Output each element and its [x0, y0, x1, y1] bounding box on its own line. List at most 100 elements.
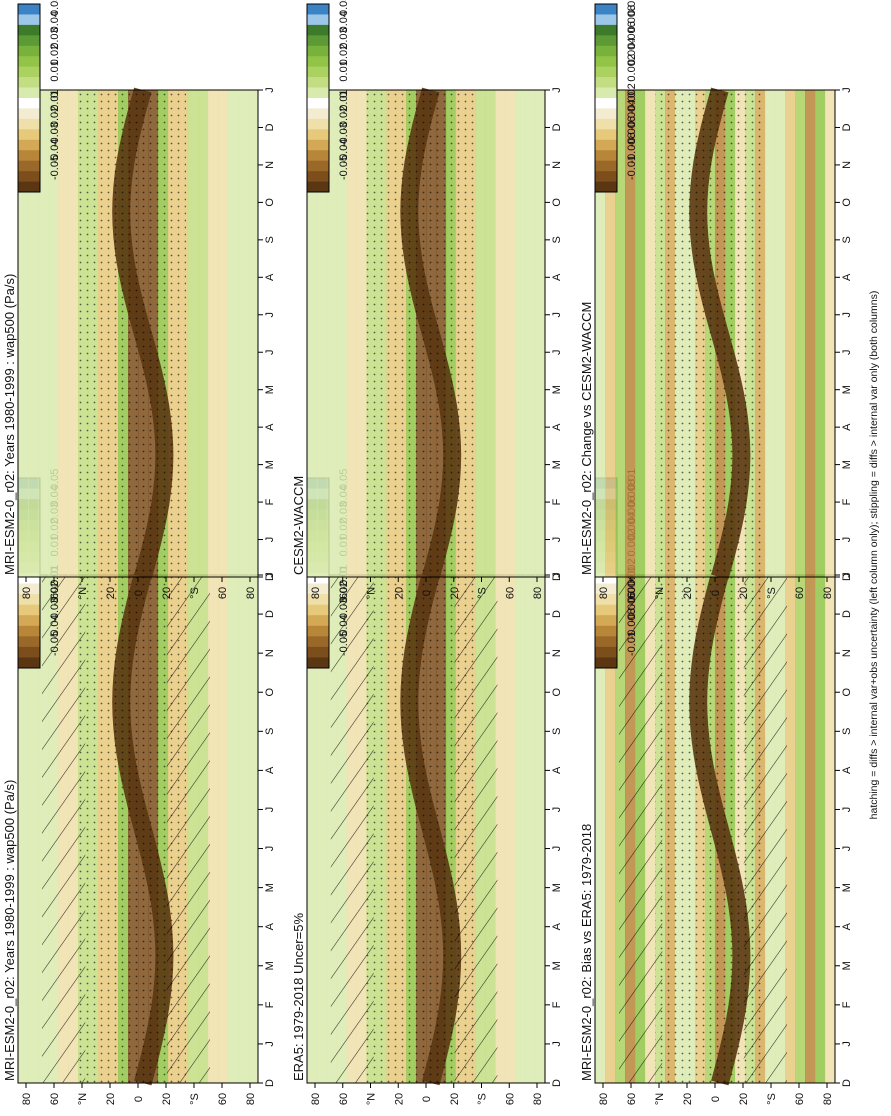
colorbar-cell	[18, 87, 40, 99]
heatmap-band	[218, 90, 229, 577]
lat-tick-label: 80	[310, 587, 322, 599]
month-tick-label: N	[841, 161, 853, 169]
month-tick-label: J	[264, 312, 276, 318]
heatmap-band	[535, 575, 546, 1083]
colorbar-cell	[18, 139, 40, 151]
heatmap-band	[515, 575, 526, 1083]
heatmap-band	[525, 90, 536, 577]
colorbar-tick-label: 0	[338, 92, 350, 98]
heatmap-band	[605, 575, 616, 1083]
colorbar-cell	[18, 24, 40, 36]
colorbar-cell	[595, 87, 617, 99]
month-tick-label: N	[551, 649, 563, 657]
month-tick-label: M	[264, 460, 276, 469]
month-tick-label: D	[264, 610, 276, 618]
colorbar-tick-label: -0.01	[338, 89, 350, 114]
colorbar-cell	[595, 583, 617, 595]
colorbar-tick-label: -0.05	[49, 155, 61, 180]
colorbar-cell	[595, 657, 617, 669]
month-tick-label: O	[551, 688, 563, 697]
colorbar-cell	[595, 77, 617, 88]
month-tick-label: A	[841, 922, 853, 930]
colorbar-cell	[595, 625, 617, 637]
heatmap-band	[198, 90, 209, 577]
colorbar-tick-label: -0.04	[338, 614, 350, 639]
hatch-overlay-north	[619, 575, 663, 1083]
lat-tick-label: 0	[421, 590, 433, 596]
colorbar-cell	[307, 24, 329, 36]
lat-tick-label: 20	[393, 1093, 405, 1105]
month-tick-label: O	[551, 198, 563, 207]
colorbar-cell	[307, 118, 329, 130]
heatmap-band	[795, 90, 806, 577]
lat-tick-label: 0	[710, 1096, 722, 1102]
month-tick-label: J	[551, 572, 563, 578]
heatmap-band	[48, 90, 59, 577]
colorbar-cell	[595, 66, 617, 78]
heatmap-band	[825, 575, 836, 1083]
lat-tick-label: °S	[477, 587, 489, 599]
colorbar-tick-label: 0.008	[626, 5, 638, 33]
panel-p4: 80 60 °N 20 0 20 °S 60 80DJFMAMJJASONDJCESM2-WAC…	[291, 0, 563, 599]
colorbar-tick-label: 0.01	[49, 60, 61, 81]
colorbar-cell	[307, 160, 329, 172]
month-tick-label: J	[551, 846, 563, 852]
colorbar-tick-label: 0.05	[49, 0, 61, 16]
heatmap-band	[645, 90, 656, 577]
colorbar-cell	[307, 66, 329, 78]
heatmap-band	[825, 90, 836, 577]
month-tick-label: D	[551, 573, 563, 581]
colorbar-cell	[595, 181, 617, 193]
colorbar-cell	[595, 594, 617, 605]
colorbar-tick-label: 0.04	[338, 11, 350, 32]
month-tick-label: D	[841, 1079, 853, 1087]
month-tick-label: J	[841, 537, 853, 543]
lat-tick-label: 60	[49, 587, 61, 599]
panel-title: ERA5: 1979-2018 Uncer=5%	[291, 913, 306, 1081]
heatmap-band	[248, 575, 259, 1083]
stipple-overlay	[78, 90, 186, 577]
colorbar-tick-label: -0.02	[49, 106, 61, 131]
hatch-overlay-north	[42, 575, 86, 1083]
lat-tick-label: 80	[598, 1093, 610, 1105]
panel-p5: 80 60 °N 20 0 20 °S 60 80DJFMAMJJASONDJMRI-ESM2-…	[579, 469, 853, 1106]
heatmap-band	[785, 575, 796, 1083]
lat-tick-label: 20	[161, 1093, 173, 1105]
lat-tick-label: 80	[532, 587, 544, 599]
colorbar-tick-label: -0.04	[49, 139, 61, 164]
month-tick-label: J	[841, 87, 853, 93]
colorbar-tick-label: 0.002	[626, 54, 638, 82]
month-tick-label: M	[551, 961, 563, 970]
panel-title: MRI-ESM2-0_r02: Years 1980-1999 : wap500…	[2, 780, 17, 1081]
heatmap-band	[316, 575, 328, 1083]
lat-tick-label: 20	[682, 1093, 694, 1105]
colorbar-tick-label: 0	[49, 92, 61, 98]
lat-tick-label: °N	[77, 587, 89, 599]
month-tick-label: S	[264, 728, 276, 735]
month-tick-label: J	[841, 1041, 853, 1047]
month-tick-label: J	[264, 87, 276, 93]
month-tick-label: A	[264, 423, 276, 431]
month-tick-label: A	[841, 423, 853, 431]
heatmap-band	[307, 575, 318, 1083]
heatmap-band	[635, 90, 646, 577]
lat-tick-label: 20	[449, 587, 461, 599]
heatmap-band	[208, 575, 219, 1083]
heatmap-band	[495, 90, 506, 577]
stipple-overlay	[655, 90, 763, 577]
month-tick-label: A	[264, 766, 276, 774]
lat-tick-label: 60	[626, 587, 638, 599]
colorbar-tick-label: 0.03	[338, 27, 350, 48]
heatmap-band	[625, 90, 636, 577]
colorbar-tick-label: -0.03	[49, 122, 61, 147]
month-tick-label: J	[264, 1041, 276, 1047]
colorbar-cell	[595, 24, 617, 36]
colorbar-cell	[18, 118, 40, 130]
colorbar-cell	[307, 615, 329, 627]
month-tick-label: J	[551, 312, 563, 318]
colorbar-cell	[595, 615, 617, 627]
heatmap-band	[218, 575, 229, 1083]
month-tick-label: N	[264, 649, 276, 657]
month-tick-label: M	[264, 883, 276, 892]
colorbar-cell	[307, 181, 329, 193]
